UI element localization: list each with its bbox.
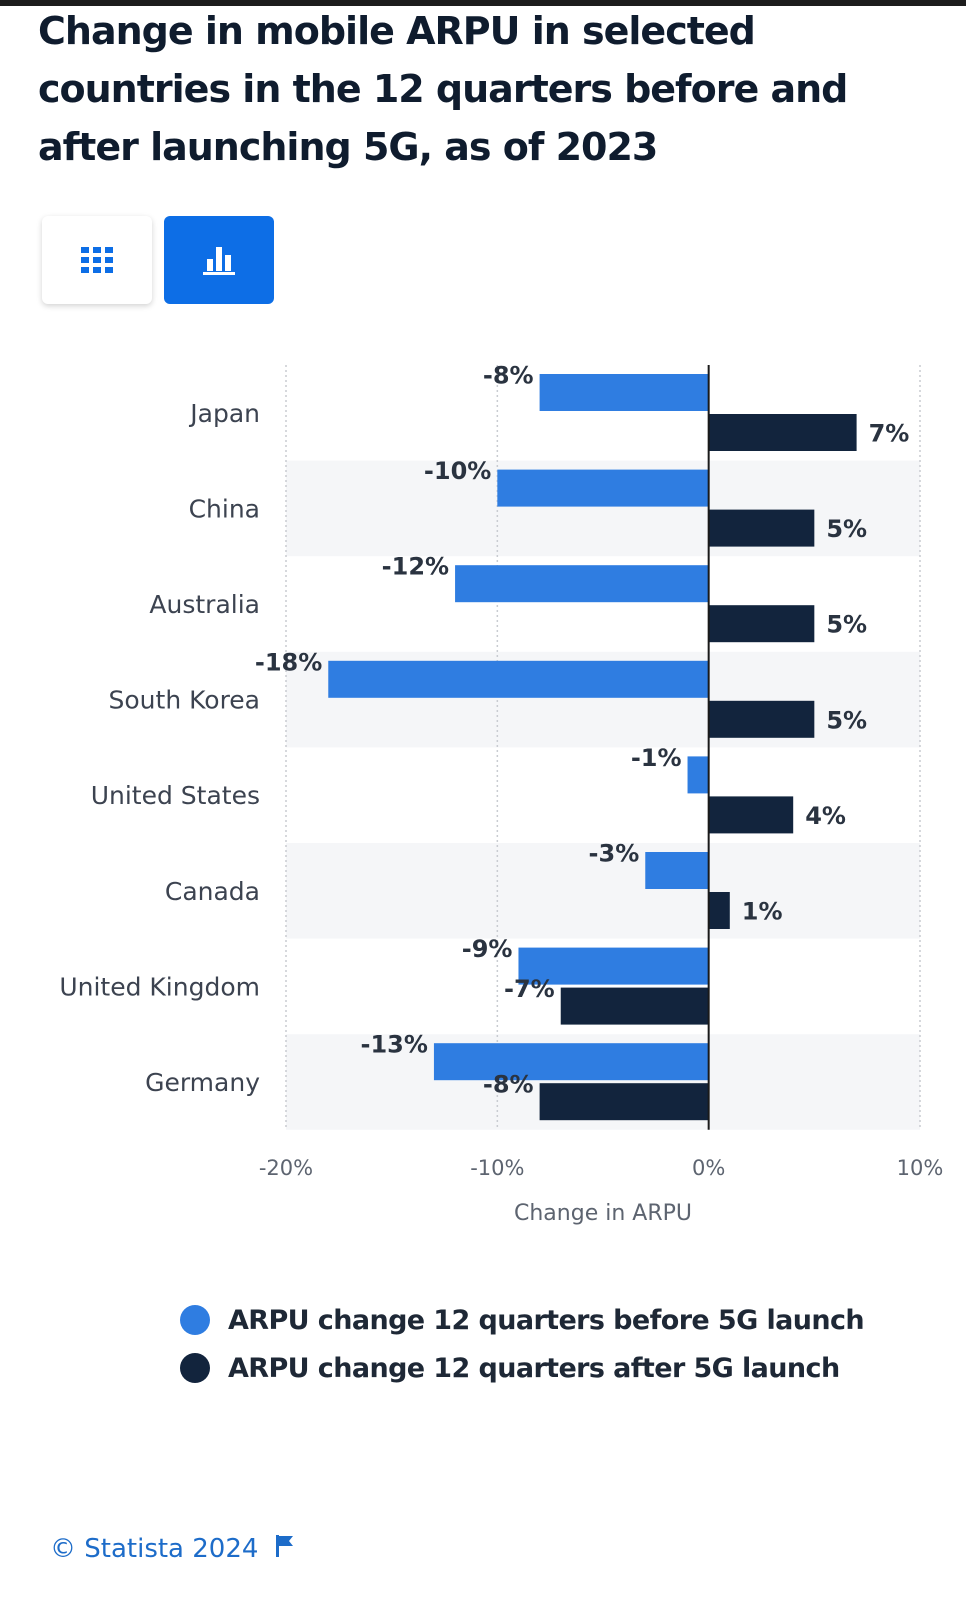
category-label: Germany xyxy=(145,1068,260,1097)
bar-after xyxy=(708,892,730,929)
bar-before xyxy=(455,565,709,603)
category-label: Australia xyxy=(149,590,260,619)
row-band xyxy=(286,843,920,939)
legend-label-before: ARPU change 12 quarters before 5G launch xyxy=(228,1304,865,1336)
data-label: -3% xyxy=(589,840,640,868)
data-label: 5% xyxy=(826,706,867,734)
bar-before xyxy=(518,947,709,985)
legend-item-before[interactable]: ARPU change 12 quarters before 5G launch xyxy=(180,1296,865,1344)
data-label: -8% xyxy=(483,1071,534,1099)
chart-view-tab[interactable] xyxy=(164,216,274,304)
table-view-tab[interactable] xyxy=(42,216,152,304)
top-border xyxy=(0,0,966,6)
x-tick-label: -10% xyxy=(470,1156,524,1180)
data-label: 1% xyxy=(742,898,783,926)
bar-after xyxy=(539,1083,709,1121)
data-label: -10% xyxy=(424,457,491,485)
legend-item-after[interactable]: ARPU change 12 quarters after 5G launch xyxy=(180,1344,864,1392)
bar-chart-icon xyxy=(203,247,235,275)
bar-after xyxy=(708,605,815,643)
bar-before xyxy=(645,852,709,889)
legend-swatch-after xyxy=(180,1353,210,1383)
category-label: Japan xyxy=(188,399,260,428)
bar-after xyxy=(708,796,794,834)
bar-before xyxy=(539,374,709,411)
category-label: South Korea xyxy=(109,686,260,715)
x-tick-label: -20% xyxy=(259,1156,313,1180)
bar-before xyxy=(328,660,709,698)
flag-icon[interactable] xyxy=(276,1534,294,1564)
category-label: United States xyxy=(91,781,260,810)
legend-swatch-before xyxy=(180,1305,210,1335)
data-label: -7% xyxy=(504,975,555,1003)
source-footer: © Statista 2024 xyxy=(50,1534,294,1564)
source-link[interactable]: © Statista 2024 xyxy=(50,1534,259,1564)
category-label: United Kingdom xyxy=(59,972,260,1001)
x-axis-title: Change in ARPU xyxy=(514,1201,692,1226)
bar-before xyxy=(687,756,709,794)
bar-before xyxy=(433,1043,709,1081)
data-label: -12% xyxy=(382,553,449,581)
data-label: 5% xyxy=(826,611,867,639)
category-label: China xyxy=(189,494,260,523)
table-grid-icon xyxy=(81,247,113,273)
data-label: -9% xyxy=(462,935,513,963)
bar-before xyxy=(497,469,709,507)
legend: ARPU change 12 quarters before 5G launch… xyxy=(180,1296,865,1392)
legend-label-after: ARPU change 12 quarters after 5G launch xyxy=(228,1352,840,1384)
data-label: 7% xyxy=(869,420,910,448)
data-label: -18% xyxy=(255,648,322,676)
data-label: -13% xyxy=(361,1031,428,1059)
bar-after xyxy=(560,987,709,1025)
x-tick-label: 0% xyxy=(692,1156,725,1180)
x-tick-label: 10% xyxy=(897,1156,944,1180)
data-label: -8% xyxy=(483,362,534,390)
bar-after xyxy=(708,509,815,547)
data-label: -1% xyxy=(631,744,682,772)
chart-title: Change in mobile ARPU in selected countr… xyxy=(38,9,848,169)
data-label: 5% xyxy=(826,515,867,543)
bar-after xyxy=(708,414,857,451)
data-label: 4% xyxy=(805,802,846,830)
bar-chart: -8% 7% Japan -10% 5% China -12% 5% Australia -18%… xyxy=(59,362,944,1226)
category-label: Canada xyxy=(165,877,260,906)
bar-after xyxy=(708,700,815,738)
